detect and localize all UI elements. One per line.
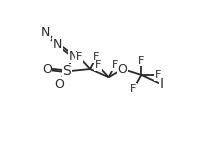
Text: F: F (155, 70, 161, 80)
Text: F: F (138, 56, 144, 66)
Text: S: S (62, 64, 71, 78)
Text: O: O (54, 78, 64, 91)
Text: O: O (118, 63, 128, 76)
Text: N: N (40, 26, 50, 39)
Text: O: O (42, 63, 52, 76)
Text: F: F (76, 52, 82, 62)
Text: I: I (159, 77, 163, 91)
Text: F: F (112, 60, 118, 71)
Text: F: F (95, 60, 101, 71)
Text: N: N (68, 50, 78, 63)
Text: F: F (93, 52, 99, 62)
Text: F: F (130, 84, 137, 94)
Text: N: N (53, 38, 62, 51)
